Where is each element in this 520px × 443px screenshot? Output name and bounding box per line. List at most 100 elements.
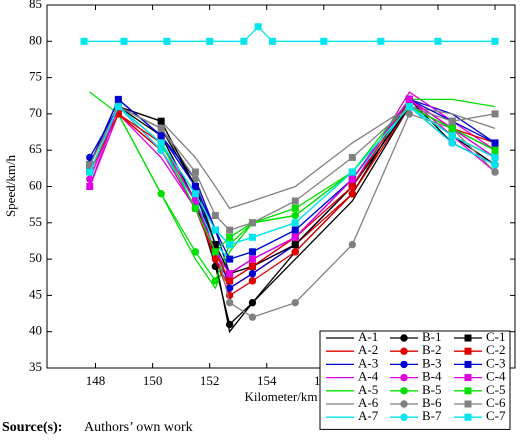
marker (448, 124, 456, 132)
legend-label: A-7 (358, 408, 379, 423)
marker (448, 117, 456, 125)
series-line (89, 105, 496, 318)
legend-label: C-2 (486, 342, 506, 357)
marker (226, 241, 234, 249)
marker (291, 211, 299, 220)
x-tick-label: 150 (143, 373, 163, 388)
marker (348, 175, 356, 183)
plot-frame (46, 4, 516, 369)
y-tick-label: 65 (29, 141, 42, 156)
marker (248, 248, 256, 256)
marker (226, 226, 234, 234)
marker (191, 168, 199, 176)
marker (405, 103, 413, 111)
marker (491, 139, 499, 147)
marker (291, 298, 299, 307)
y-tick-label: 60 (29, 177, 42, 192)
marker (211, 212, 219, 220)
marker (291, 226, 299, 234)
marker (434, 37, 442, 45)
marker (405, 110, 414, 118)
marker (248, 313, 257, 321)
marker (191, 248, 200, 256)
marker (226, 255, 234, 263)
marker (248, 298, 257, 307)
marker (291, 241, 299, 249)
legend-marker (464, 413, 472, 421)
marker (348, 168, 356, 176)
legend-label: B-7 (422, 408, 442, 423)
marker (448, 139, 456, 147)
marker (163, 37, 171, 45)
marker (348, 153, 356, 161)
y-tick-label: 35 (29, 359, 42, 374)
x-axis-label: Kilometer/km (245, 389, 318, 404)
legend-label: B-2 (422, 342, 442, 357)
marker (191, 197, 199, 205)
legend-label: B-4 (422, 369, 442, 384)
series-line (89, 91, 496, 290)
legend-marker (464, 347, 472, 355)
marker (86, 168, 94, 176)
marker (86, 183, 94, 190)
source-label: Source(s): (2, 420, 62, 435)
marker (448, 132, 456, 140)
legend-marker (464, 374, 472, 382)
marker (157, 124, 165, 132)
marker (377, 37, 385, 45)
x-tick-label: 148 (86, 373, 106, 388)
marker (240, 37, 248, 45)
legend-marker (464, 334, 472, 342)
legend-label: A-4 (358, 369, 379, 384)
marker (248, 262, 256, 270)
marker (157, 139, 165, 147)
marker (191, 204, 199, 212)
marker (226, 270, 234, 278)
source-text: Authors’ own work (84, 420, 193, 435)
marker (248, 255, 256, 263)
marker (225, 320, 234, 329)
series-line (89, 105, 496, 275)
marker (120, 37, 128, 45)
legend-marker (464, 400, 472, 408)
marker (248, 269, 257, 278)
legend-label: B-6 (422, 395, 442, 410)
marker (254, 23, 262, 31)
series-line (89, 105, 496, 231)
legend-label: A-6 (358, 395, 379, 410)
marker (268, 37, 276, 45)
y-tick-label: 80 (29, 32, 42, 47)
marker (225, 298, 234, 307)
marker (291, 197, 299, 205)
marker (225, 284, 234, 292)
marker (157, 132, 165, 140)
y-tick-label: 40 (29, 323, 42, 338)
legend-marker (400, 360, 408, 369)
marker (226, 233, 234, 241)
legend-marker (400, 387, 408, 395)
marker (114, 103, 122, 111)
marker (248, 277, 257, 285)
marker (491, 153, 499, 161)
y-tick-label: 55 (29, 214, 42, 229)
marker (291, 219, 299, 227)
marker (491, 146, 499, 154)
marker (491, 110, 499, 118)
series-line (89, 105, 496, 246)
y-tick-label: 85 (29, 0, 42, 11)
marker (191, 190, 199, 198)
legend-label: C-1 (486, 329, 506, 344)
legend-label: B-3 (422, 355, 442, 370)
x-tick-label: 152 (200, 373, 220, 388)
legend-label: C-5 (486, 382, 506, 397)
legend-marker (400, 400, 408, 408)
marker (226, 277, 234, 285)
y-axis-label: Speed/km/h (3, 154, 18, 217)
series-line (84, 25, 495, 42)
legend-label: A-5 (358, 382, 378, 397)
marker (211, 226, 219, 234)
marker (348, 190, 357, 198)
legend-marker (464, 360, 472, 368)
legend-marker (400, 347, 408, 355)
